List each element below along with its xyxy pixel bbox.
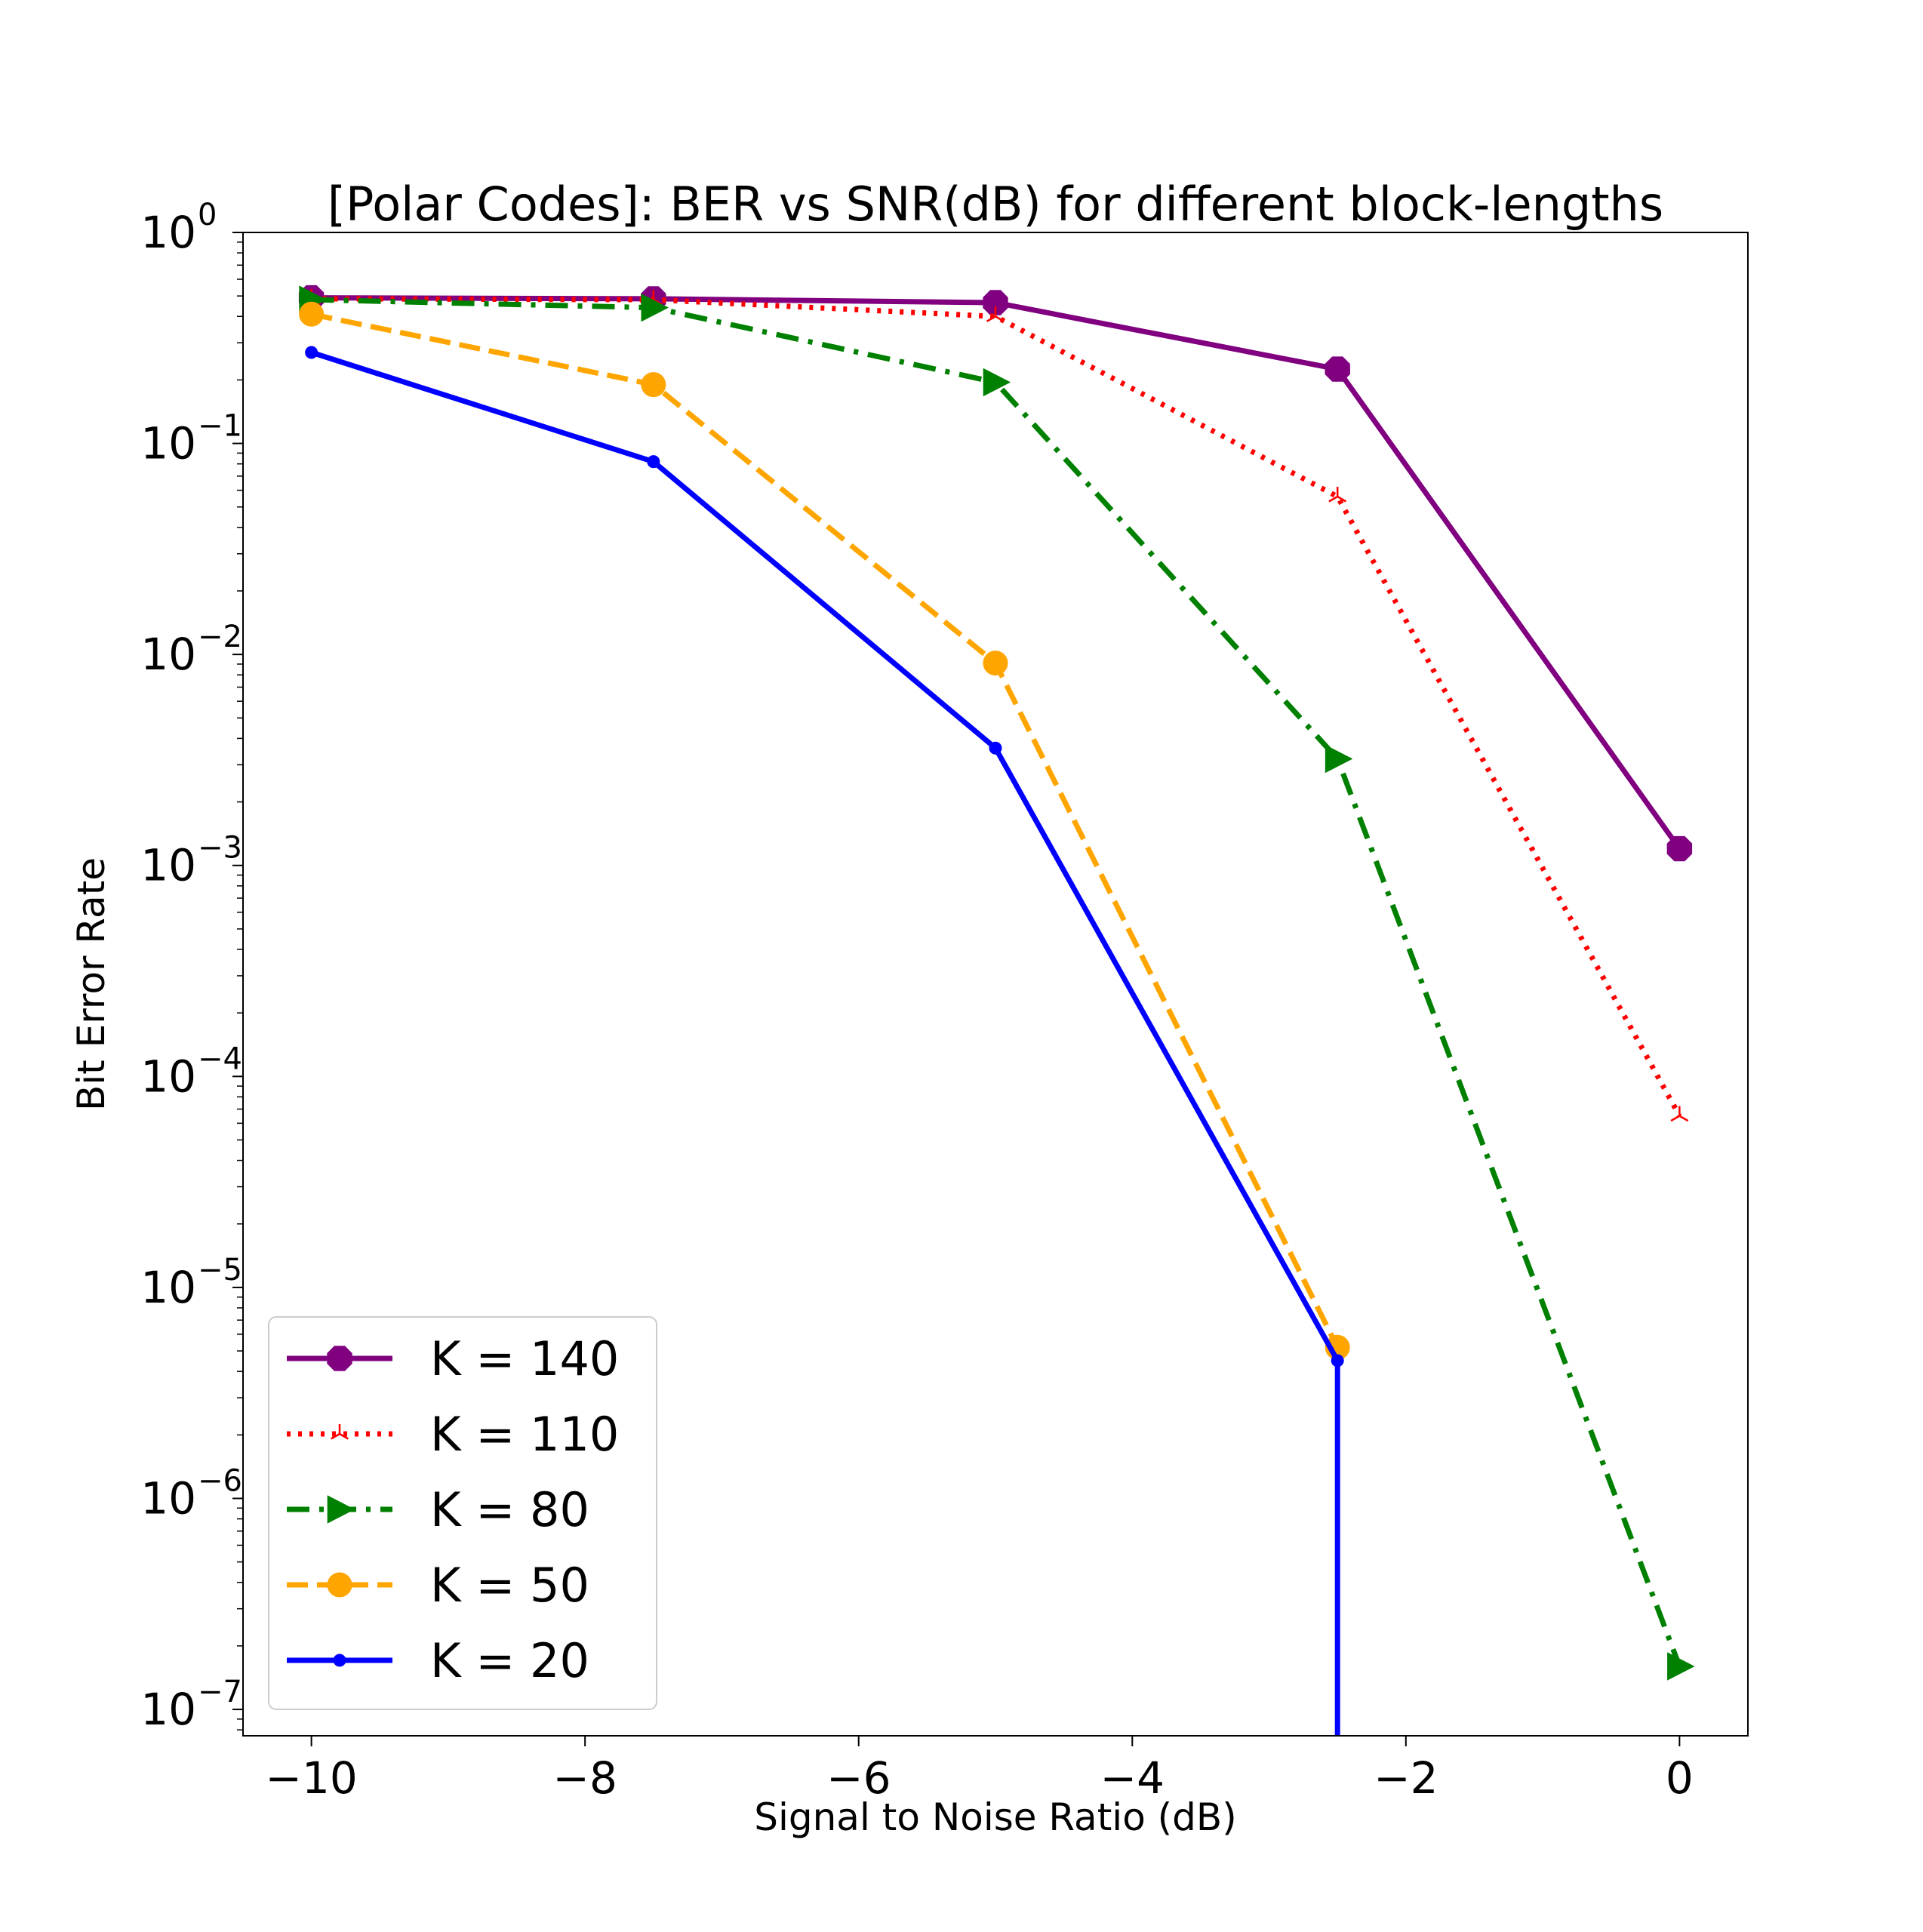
y-tick-label: 10 xyxy=(140,1472,196,1524)
y-tick-label: 10 xyxy=(140,1684,196,1735)
data-point xyxy=(983,368,1011,397)
legend-swatch-marker xyxy=(327,1495,355,1524)
y-axis-label: Bit Error Rate xyxy=(69,857,113,1111)
data-point xyxy=(1667,1652,1695,1681)
y-tick-exponent: 0 xyxy=(198,198,217,232)
data-point xyxy=(1670,1106,1689,1122)
data-point xyxy=(1325,356,1350,382)
x-tick-label: −8 xyxy=(552,1752,617,1804)
y-tick-exponent: −4 xyxy=(198,1041,242,1076)
y-tick-exponent: −5 xyxy=(198,1253,242,1287)
legend-swatch-marker xyxy=(327,1346,352,1371)
data-point xyxy=(1331,1354,1344,1367)
legend-swatch-marker xyxy=(331,1424,349,1440)
legend-item: K = 80 xyxy=(287,1482,589,1537)
series-k-20 xyxy=(305,346,1344,1736)
x-tick-label: −4 xyxy=(1100,1752,1165,1804)
y-tick-label: 10 xyxy=(140,1051,196,1102)
y-tick-label: 10 xyxy=(140,629,196,680)
data-point xyxy=(983,290,1008,315)
y-tick-label: 10 xyxy=(140,418,196,469)
y-tick-label: 10 xyxy=(140,1262,196,1313)
plot-frame xyxy=(242,232,1749,1737)
legend-item: K = 110 xyxy=(287,1407,619,1462)
data-point xyxy=(641,372,666,398)
data-point xyxy=(299,301,325,327)
legend-label: K = 20 xyxy=(430,1633,589,1688)
legend-swatch-marker xyxy=(333,1654,346,1667)
data-point xyxy=(1666,835,1693,862)
legend-box xyxy=(268,1316,657,1710)
data-point xyxy=(305,346,318,359)
chart-title: [Polar Codes]: BER vs SNR(dB) for differ… xyxy=(328,177,1663,232)
legend-label: K = 80 xyxy=(430,1482,589,1537)
series-layer xyxy=(298,285,1695,1736)
data-point xyxy=(1328,486,1347,503)
y-tick-label: 10 xyxy=(140,840,196,891)
y-tick-exponent: −1 xyxy=(198,409,242,444)
data-point xyxy=(989,741,1002,755)
series-line xyxy=(311,296,1682,1118)
y-tick-label: 10 xyxy=(140,207,196,258)
data-point xyxy=(986,306,1005,322)
legend-item: K = 140 xyxy=(287,1331,619,1386)
x-tick-label: −10 xyxy=(265,1752,357,1804)
x-tick-label: −6 xyxy=(826,1752,891,1804)
legend-label: K = 110 xyxy=(430,1407,619,1462)
x-tick-label: 0 xyxy=(1666,1752,1694,1804)
series-k-50 xyxy=(299,301,1350,1360)
y-tick-exponent: −7 xyxy=(198,1675,242,1709)
legend-label: K = 50 xyxy=(430,1558,589,1613)
data-point xyxy=(647,455,660,469)
data-point xyxy=(1325,744,1353,774)
legend: K = 140 K = 110 K = 80 K = 50 K = 20 xyxy=(268,1316,657,1710)
legend-label: K = 140 xyxy=(430,1331,619,1386)
legend-item: K = 50 xyxy=(287,1558,589,1613)
x-tick-label: −2 xyxy=(1374,1752,1438,1804)
x-axis: −10 −8 −6 −4 −2 0 xyxy=(265,1736,1694,1804)
x-axis-label: Signal to Noise Ratio (dB) xyxy=(754,1795,1236,1839)
legend-item: K = 20 xyxy=(287,1633,589,1688)
y-tick-exponent: −6 xyxy=(198,1463,242,1498)
data-point xyxy=(983,651,1008,676)
legend-swatch-marker xyxy=(327,1572,352,1598)
data-point xyxy=(641,293,669,322)
y-tick-exponent: −3 xyxy=(198,831,242,866)
y-tick-exponent: −2 xyxy=(198,620,242,654)
